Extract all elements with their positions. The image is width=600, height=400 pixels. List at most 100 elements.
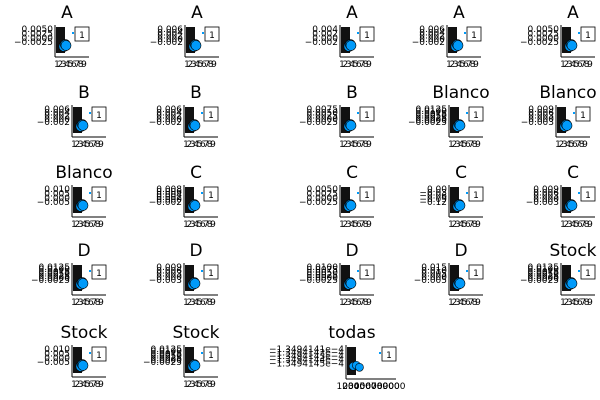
x-tick-label: 2 — [75, 140, 81, 150]
y-tick-label: −1.3494141e−4 — [269, 345, 344, 355]
x-tick-label: 3 — [78, 220, 84, 230]
legend-label: 1 — [208, 269, 214, 279]
y-tick-label: 0.0025 — [22, 29, 54, 39]
x-tick-label: 9 — [211, 60, 217, 70]
x-tick-label: 3 — [346, 298, 352, 308]
legend-label: 1 — [580, 111, 586, 121]
x-tick-label: 4 — [349, 60, 355, 70]
x-tick-label: 8 — [470, 60, 476, 70]
legend-box — [74, 26, 90, 42]
overlap-region — [341, 27, 350, 53]
data-point — [454, 278, 466, 289]
x-tick-label: 8 — [363, 60, 369, 70]
x-tick-label: 8 — [95, 380, 101, 390]
y-tick-label: 0.002 — [156, 193, 182, 203]
y-tick-label: 0.0100 — [307, 263, 339, 273]
x-tick-label: 6 — [577, 220, 583, 230]
x-tick-label: 5 — [85, 220, 91, 230]
x-tick-label: 1000 — [337, 382, 360, 392]
subplot-title: Blanco — [432, 83, 489, 103]
x-tick-label: 2 — [559, 140, 565, 150]
x-tick-label: 7 — [203, 380, 209, 390]
y-tick-label: −1.3494144e−4 — [269, 356, 344, 366]
x-tick-label: 4 — [565, 140, 571, 150]
y-tick-label: 0.0100 — [416, 107, 448, 117]
data-point — [566, 40, 578, 51]
x-tick-label: 2 — [58, 60, 64, 70]
y-tick-label: 0.006 — [156, 266, 182, 276]
y-tick-label: 0.0125 — [528, 263, 560, 273]
y-tick-label: 0.0000 — [416, 116, 448, 126]
legend-box — [359, 106, 375, 122]
subplot-title: D — [345, 241, 358, 261]
x-tick-label: 7 — [575, 140, 581, 150]
x-tick-label: 8 — [584, 60, 590, 70]
x-tick-label: 7 — [91, 298, 97, 308]
y-tick-label: 0.000 — [419, 35, 445, 45]
subplot-22: todas −1.3494141e−4−1.3494142e−4−1.349414… — [269, 323, 406, 392]
subplot-title: D — [454, 241, 467, 261]
x-tick-label: 6 — [200, 298, 206, 308]
x-tick-label: 1 — [71, 298, 77, 308]
overlap-region — [73, 347, 82, 373]
x-tick-label: 7 — [580, 298, 586, 308]
y-tick-label: −0.0025 — [143, 358, 182, 368]
x-tick-label: 7 — [580, 60, 586, 70]
x-tick-label: 9 — [587, 220, 593, 230]
overlap-region — [185, 265, 194, 291]
x-tick-label: 2 — [564, 220, 570, 230]
x-tick-label: 3 — [190, 380, 196, 390]
y-tick-label: 0.006 — [419, 25, 445, 35]
y-tick-label: −0.002 — [150, 38, 183, 48]
y-tick-label: 0.006 — [44, 105, 70, 115]
x-tick-label: 7000 — [371, 382, 394, 392]
y-tick-label: 0.0050 — [307, 108, 339, 118]
x-tick-label: 8 — [95, 298, 101, 308]
x-tick-label: 7 — [580, 220, 586, 230]
x-tick-label: 9 — [210, 298, 216, 308]
data-point — [355, 362, 364, 372]
x-tick-label: 7 — [91, 220, 97, 230]
y-tick-label: 0.0050 — [22, 25, 54, 35]
y-tick-label: 0.002 — [419, 32, 445, 42]
legend-box — [91, 264, 107, 280]
x-tick-label: 1 — [183, 220, 189, 230]
legend-label: 1 — [585, 191, 591, 201]
x-tick-label: 6 — [356, 140, 362, 150]
x-tick-label: 2 — [187, 220, 193, 230]
x-tick-label: 3 — [567, 60, 573, 70]
y-tick-label: 0.002 — [157, 32, 183, 42]
legend-box — [381, 346, 397, 362]
x-tick-label: 4 — [458, 298, 464, 308]
y-tick-label: 0.0050 — [307, 268, 339, 278]
y-tick-label: 0.0075 — [39, 267, 71, 277]
y-tick-label: 0.0000 — [307, 115, 339, 125]
subplot-19: Stock 0.01250.01000.00750.00500.00250.000… — [520, 241, 597, 308]
y-tick-label: 0.015 — [421, 263, 447, 273]
x-tick-label: 9 — [366, 220, 372, 230]
x-tick-label: 4 — [81, 298, 87, 308]
x-tick-label: 3 — [78, 140, 84, 150]
x-tick-label: 4 — [349, 298, 355, 308]
y-tick-label: −0.002 — [149, 118, 182, 128]
legend-label: 1 — [96, 351, 102, 361]
y-tick-label: 0.003 — [156, 270, 182, 280]
y-tick-label: 0.0000 — [307, 194, 339, 204]
y-tick-label: 0.0025 — [528, 29, 560, 39]
overlap-region — [341, 187, 350, 213]
overlap-region — [73, 107, 82, 133]
x-tick-label: 2 — [343, 140, 349, 150]
y-tick-label: −0.003 — [526, 198, 559, 208]
x-tick-label: 5 — [85, 380, 91, 390]
subplot-title: Blanco — [55, 163, 112, 183]
x-tick-label: 7 — [203, 220, 209, 230]
y-tick-label: −1.3494142e−4 — [269, 349, 344, 359]
x-tick-label: 9 — [475, 140, 481, 150]
data-point — [77, 278, 89, 289]
data-point — [77, 200, 89, 211]
x-tick-label: 2 — [187, 140, 193, 150]
x-tick-label: 4 — [349, 140, 355, 150]
data-point — [345, 200, 357, 211]
x-tick-label: 9 — [475, 220, 481, 230]
